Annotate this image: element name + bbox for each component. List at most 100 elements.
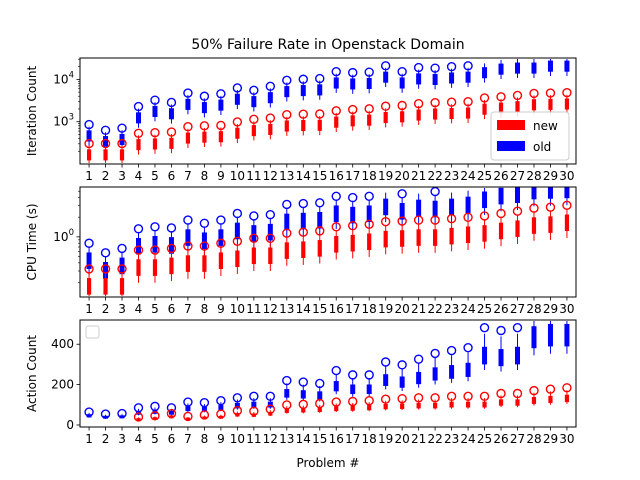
box-new-21	[416, 109, 421, 121]
box-old-30	[564, 60, 570, 72]
outlier-new-11	[249, 233, 259, 244]
outlier-old-14	[298, 198, 308, 209]
box-new-12	[268, 123, 273, 135]
outlier-new-14	[298, 109, 308, 119]
outlier-old-1	[84, 119, 94, 130]
box-old-18	[366, 384, 372, 395]
box-old-12	[267, 92, 273, 104]
outlier-new-21	[413, 215, 424, 225]
outlier-old-9	[216, 89, 226, 99]
x-tick-label: 3	[118, 432, 126, 446]
x-tick-label: 30	[559, 302, 574, 316]
outlier-old-18	[364, 370, 374, 380]
box-old-5	[152, 236, 158, 253]
x-tick-label: 15	[312, 432, 327, 446]
box-new-19	[383, 230, 388, 248]
outlier-new-27	[512, 388, 523, 399]
x-tick-label: 22	[427, 432, 442, 446]
box-old-17	[350, 206, 356, 224]
box-new-20	[400, 111, 405, 123]
outlier-new-30	[562, 87, 572, 98]
outlier-old-17	[348, 192, 358, 203]
x-tick-label: 4	[135, 169, 143, 183]
x-tick-label: 17	[345, 432, 360, 446]
panels: 1 2 3 4 5 6 7 8 9 10 11 12 13 14 15 16 17 18 19 20 21 22 23 24 2…	[25, 57, 577, 446]
box-new-1	[86, 278, 92, 295]
x-tick-label: 7	[184, 169, 192, 183]
box-old-26	[498, 63, 504, 75]
box-old-24	[465, 362, 471, 377]
x-tick-label: 15	[312, 302, 327, 316]
box-old-10	[234, 222, 240, 240]
box-new-7	[185, 255, 191, 272]
x-tick-label: 19	[378, 169, 393, 183]
box-new-15	[317, 407, 322, 413]
outlier-old-8	[199, 218, 210, 228]
box-new-14	[301, 241, 306, 258]
box-old-16	[333, 77, 339, 89]
box-old-30	[564, 187, 570, 199]
outlier-old-19	[380, 357, 391, 367]
outlier-new-25	[479, 93, 490, 103]
x-tick-label: 27	[510, 432, 525, 446]
x-tick-label: 25	[477, 302, 492, 316]
outlier-new-28	[529, 88, 539, 99]
outlier-new-26	[496, 92, 506, 102]
box-new-24	[465, 226, 471, 244]
box-new-11	[251, 247, 256, 265]
box-old-9	[218, 99, 224, 111]
outlier-old-5	[150, 222, 160, 232]
x-tick-label: 19	[378, 432, 393, 446]
x-tick-label: 11	[246, 302, 261, 316]
y-axis-label: CPU Time (s)	[25, 203, 39, 280]
x-tick-label: 23	[444, 169, 459, 183]
x-tick-label: 13	[279, 169, 294, 183]
outlier-old-20	[397, 66, 407, 77]
outlier-old-15	[315, 198, 325, 208]
box-old-27	[515, 346, 521, 365]
box-old-1	[86, 130, 92, 142]
axes-frame	[79, 57, 577, 165]
box-old-25	[482, 346, 488, 365]
x-tick-label: 8	[201, 302, 209, 316]
outlier-old-3	[117, 408, 127, 419]
box-old-16	[333, 381, 339, 392]
box-old-7	[185, 98, 191, 110]
x-tick-label: 10	[230, 169, 245, 183]
outlier-old-6	[166, 403, 177, 413]
box-old-17	[350, 78, 356, 90]
box-new-28	[531, 397, 537, 404]
x-tick-label: 1	[85, 169, 93, 183]
box-new-22	[433, 108, 438, 120]
box-old-27	[515, 62, 521, 74]
x-tick-label: 20	[395, 302, 410, 316]
y-tick-label: 103	[53, 113, 74, 129]
x-tick-label: 20	[395, 432, 410, 446]
outlier-new-12	[265, 404, 276, 414]
box-new-30	[564, 394, 570, 403]
outlier-old-1	[84, 238, 94, 248]
x-tick-label: 9	[217, 432, 225, 446]
outlier-new-3	[117, 138, 127, 149]
outlier-old-22	[430, 348, 440, 359]
y-tick-label: 200	[51, 378, 74, 392]
box-old-7	[185, 229, 191, 246]
box-old-19	[383, 71, 389, 83]
box-old-13	[284, 86, 290, 98]
outlier-new-26	[496, 388, 506, 399]
x-tick-label: 10	[230, 432, 245, 446]
outlier-old-7	[183, 397, 193, 407]
box-new-24	[465, 401, 471, 408]
x-tick-label: 12	[263, 302, 278, 316]
box-new-9	[218, 252, 223, 270]
box-old-26	[498, 187, 504, 205]
outlier-new-8	[199, 121, 210, 131]
x-tick-label: 5	[151, 302, 159, 316]
box-new-29	[548, 216, 553, 233]
x-tick-label: 5	[151, 432, 159, 446]
outlier-new-21	[413, 99, 424, 109]
outlier-new-14	[298, 399, 308, 410]
outlier-old-6	[166, 97, 177, 108]
axes-frame	[79, 186, 577, 298]
